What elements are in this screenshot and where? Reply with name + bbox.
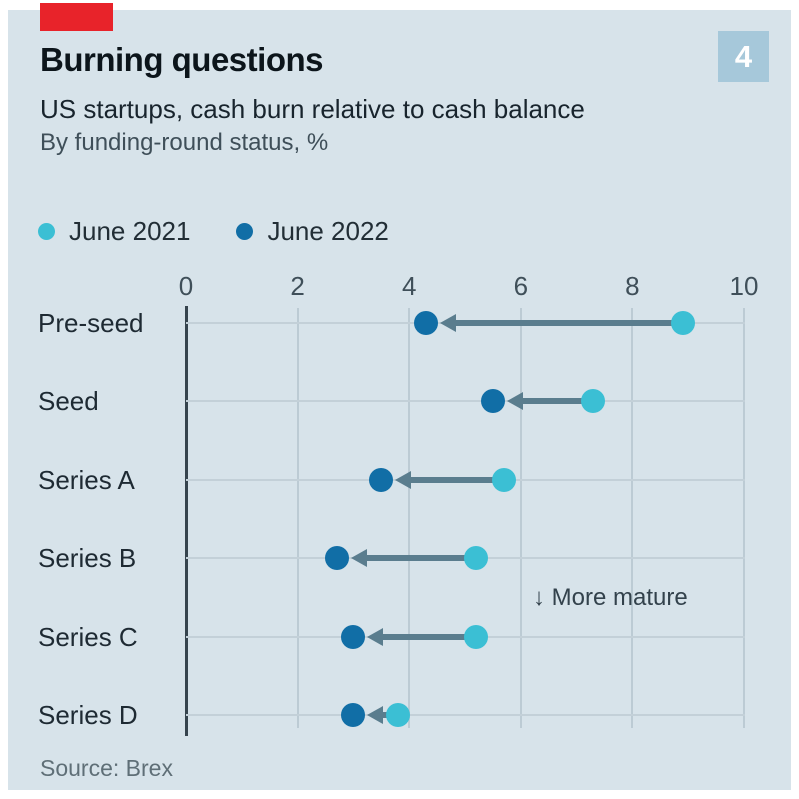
more-mature-annotation: ↓ More mature bbox=[533, 584, 688, 611]
slide-number: 4 bbox=[734, 38, 753, 74]
dot-june-2022 bbox=[413, 311, 438, 335]
chart-panel-background bbox=[8, 10, 791, 790]
category-label: Series D bbox=[38, 700, 138, 730]
legend-item-june-2022: June 2022 bbox=[236, 216, 389, 247]
legend-dot-2022-icon bbox=[236, 223, 254, 240]
category-label: Seed bbox=[38, 386, 99, 417]
gridline bbox=[519, 308, 522, 728]
dot-june-2021 bbox=[492, 467, 517, 492]
chart-title: Burning questions bbox=[40, 41, 324, 78]
change-arrow-head-icon bbox=[506, 392, 523, 411]
slide-number-badge: 4 bbox=[718, 31, 769, 82]
dot-june-2022 bbox=[480, 389, 505, 414]
dot-june-2022 bbox=[341, 624, 366, 649]
chart-subtitle-units: By funding-round status, % bbox=[40, 129, 329, 156]
gridline bbox=[631, 308, 634, 728]
dot-june-2021 bbox=[670, 311, 695, 335]
legend-item-june-2021: June 2021 bbox=[38, 216, 190, 247]
gridline bbox=[408, 308, 411, 728]
category-label: Pre-seed bbox=[38, 308, 144, 338]
change-arrow-head-icon bbox=[439, 314, 456, 332]
legend: June 2021 June 2022 bbox=[38, 216, 389, 247]
dot-june-2021 bbox=[464, 546, 489, 571]
change-arrow-shaft bbox=[453, 320, 683, 326]
dot-june-2022 bbox=[369, 467, 394, 492]
dot-june-2021 bbox=[464, 624, 489, 649]
legend-label-2022: June 2022 bbox=[267, 216, 389, 246]
category-label: Series A bbox=[38, 464, 135, 495]
chart-subtitle: US startups, cash burn relative to cash … bbox=[40, 94, 585, 124]
legend-dot-2021-icon bbox=[38, 223, 55, 240]
source-note: Source: Brex bbox=[40, 755, 173, 781]
dot-june-2021 bbox=[386, 703, 411, 727]
change-arrow-shaft bbox=[409, 476, 505, 483]
gridline bbox=[743, 308, 745, 728]
category-label: Series B bbox=[38, 543, 137, 574]
x-tick-label: 8 bbox=[625, 271, 640, 301]
change-arrow-head-icon bbox=[395, 470, 412, 489]
row-baseline bbox=[186, 714, 745, 716]
category-label: Series C bbox=[38, 621, 138, 652]
gridline bbox=[296, 308, 299, 728]
legend-label-2021: June 2021 bbox=[69, 216, 191, 246]
change-arrow-head-icon bbox=[367, 706, 384, 724]
change-arrow-shaft bbox=[364, 555, 477, 562]
x-tick-label: 2 bbox=[290, 271, 305, 301]
change-arrow-shaft bbox=[520, 398, 594, 405]
red-kicker-tab bbox=[40, 3, 113, 31]
dot-june-2022 bbox=[324, 546, 349, 571]
x-tick-label: 0 bbox=[178, 271, 194, 301]
change-arrow-head-icon bbox=[367, 627, 384, 646]
change-arrow-shaft bbox=[381, 633, 477, 640]
y-axis-line bbox=[184, 306, 188, 736]
dot-june-2021 bbox=[581, 389, 606, 414]
dot-june-2022 bbox=[341, 703, 366, 727]
x-tick-label: 10 bbox=[729, 271, 759, 301]
x-tick-label: 6 bbox=[513, 271, 529, 301]
change-arrow-head-icon bbox=[350, 549, 367, 568]
x-tick-label: 4 bbox=[401, 271, 417, 301]
row-baseline bbox=[186, 400, 745, 403]
